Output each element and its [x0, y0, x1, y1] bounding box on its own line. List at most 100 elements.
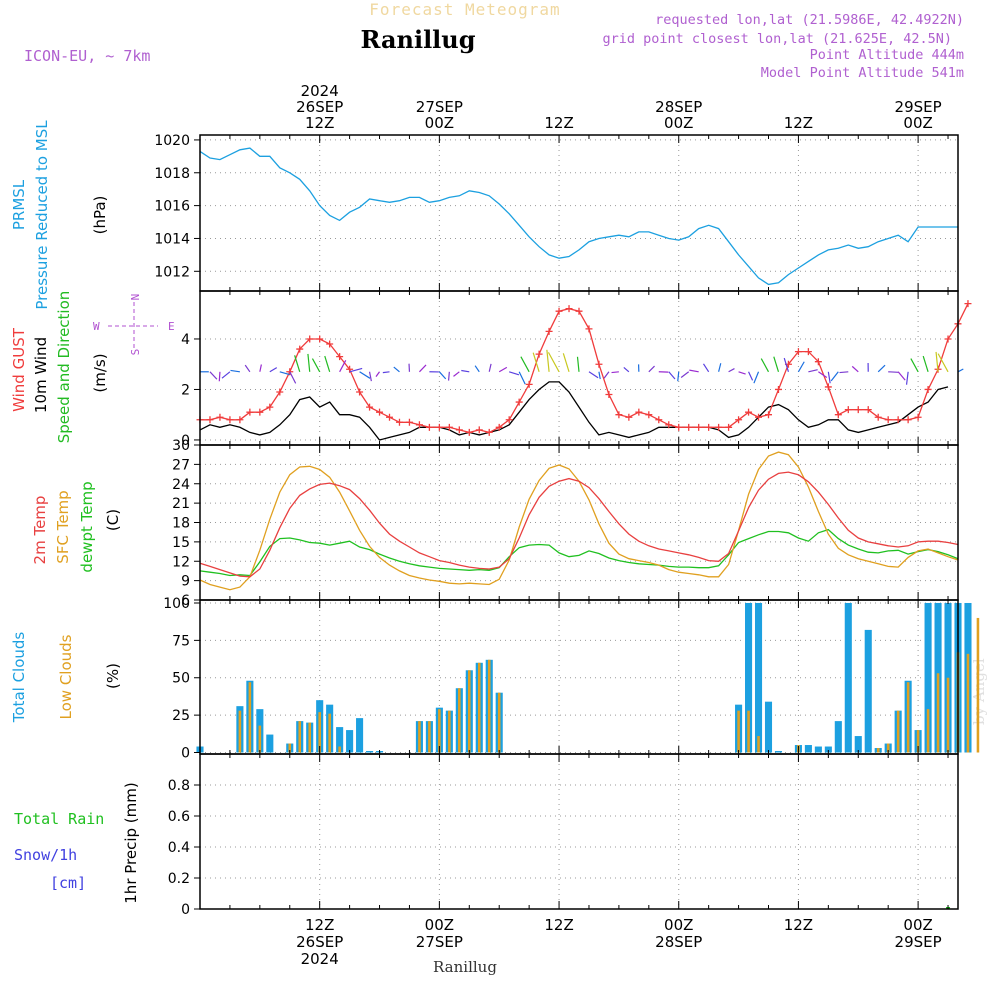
low-cloud-bar	[338, 746, 341, 753]
gust-marker	[774, 385, 782, 393]
total-cloud-bar	[266, 734, 274, 753]
wind-direction-arrow	[830, 371, 839, 382]
low-cloud-bar	[976, 617, 980, 753]
requested-coords: requested lon,lat (21.5986E, 42.4922N)	[655, 12, 964, 28]
y-tick-label: 27	[172, 457, 190, 473]
compass-rose: N S W E	[93, 294, 175, 356]
wind-direction-arrow	[474, 365, 480, 373]
wind-direction-arrow	[680, 371, 690, 378]
sfc-temp-line	[199, 451, 959, 591]
total-cloud-bar	[346, 730, 354, 753]
bottom-time-label: 29SEP	[895, 933, 942, 951]
gust-marker	[904, 416, 912, 424]
wind-direction-arrow	[888, 371, 899, 373]
top-time-label: 27SEP	[416, 98, 463, 116]
wind-direction-arrow	[221, 371, 231, 379]
forecast-title: Forecast Meteogram	[369, 0, 560, 19]
gust-marker	[864, 406, 872, 414]
gust-marker	[794, 348, 802, 356]
gust-marker	[944, 335, 952, 343]
wind-direction-arrow	[935, 351, 939, 372]
low-cloud-bar	[497, 692, 501, 753]
gust-marker	[665, 421, 673, 429]
gust-marker	[236, 416, 244, 424]
wind-direction-arrow	[368, 371, 372, 382]
low-cloud-bar	[916, 730, 920, 753]
wind-direction-arrow	[382, 371, 390, 374]
wind-direction-arrow	[702, 363, 710, 373]
wind-direction-arrow	[603, 371, 610, 379]
y-tick-label: 1016	[154, 199, 190, 215]
gust-marker	[356, 388, 364, 396]
gust-marker	[914, 413, 922, 421]
wind-direction-arrow	[209, 371, 218, 380]
bottom-time-label: 2024	[301, 950, 339, 968]
gust-marker	[964, 300, 972, 308]
pressure-msl-label: Pressure Reduced to MSL	[33, 120, 51, 310]
top-time-label: 12Z	[544, 114, 573, 132]
pct-unit: (%)	[104, 663, 122, 689]
y-tick-label: 0	[181, 902, 190, 918]
gust-marker	[475, 426, 483, 434]
location-title: Ranillug	[360, 25, 475, 54]
wind-direction-arrow	[808, 369, 818, 373]
compass-w: W	[93, 320, 100, 333]
gust-marker	[296, 345, 304, 353]
gust-marker	[844, 406, 852, 414]
low-cloud-bar	[946, 677, 950, 753]
low-cloud-bar	[238, 710, 242, 753]
total-cloud-bar	[814, 746, 822, 753]
low-cloud-bar	[906, 682, 910, 753]
gust-marker	[645, 411, 653, 419]
gust-marker	[615, 411, 623, 419]
bottom-time-label: 00Z	[903, 916, 932, 934]
hpa-unit: (hPa)	[91, 196, 109, 235]
gust-marker	[655, 416, 663, 424]
y-tick-label: 1020	[154, 133, 190, 149]
wind-direction-arrow	[546, 349, 550, 372]
wind-direction-arrow	[562, 353, 570, 372]
model-altitude: Model Point Altitude 541m	[761, 65, 964, 81]
gust-marker	[595, 360, 603, 368]
wind-direction-arrow	[294, 355, 301, 372]
gust-marker	[625, 413, 633, 421]
wind-direction-arrow	[518, 371, 526, 385]
low-cloud-bar	[477, 662, 481, 753]
wind-direction-arrow	[910, 358, 919, 373]
top-time-label: 00Z	[664, 114, 693, 132]
gust-marker	[745, 408, 753, 416]
low-cloud-bar	[288, 743, 292, 753]
gust-marker	[415, 421, 423, 429]
low-cloud-bar	[936, 673, 940, 753]
gust-marker	[495, 423, 503, 431]
total-cloud-bar	[356, 718, 364, 753]
wind-direction-arrow	[957, 368, 964, 373]
wind-direction-arrow	[307, 353, 311, 372]
gust-marker	[824, 383, 832, 391]
y-tick-label: 1012	[154, 264, 190, 280]
wind-direction-arrow	[905, 371, 909, 385]
wind-direction-arrow	[393, 366, 400, 373]
gust-marker	[316, 335, 324, 343]
y-tick-label: 0	[181, 746, 190, 762]
wind10m-label: 10m Wind	[32, 337, 50, 413]
wind-direction-arrow	[588, 371, 599, 379]
sfc-temp-label: SFC Temp	[54, 490, 72, 563]
gust-marker	[705, 423, 713, 431]
y-tick-label: 0.8	[168, 778, 190, 794]
y-tick-label: 24	[172, 477, 190, 493]
gust-marker	[765, 411, 772, 419]
y-tick-label: 1018	[154, 166, 190, 182]
y-tick-label: 0	[181, 433, 190, 449]
dewpt-label: dewpt Temp	[78, 481, 96, 572]
low-cloud-bar	[876, 748, 880, 753]
low-cloud-bar	[418, 721, 421, 753]
gust-marker	[386, 413, 393, 421]
pressure-line	[199, 147, 958, 286]
wind-direction-arrow	[677, 371, 680, 382]
gust-marker	[256, 408, 264, 416]
gust-marker	[804, 348, 812, 356]
footer-location: Ranillug	[433, 958, 497, 976]
y-tick-label: 50	[172, 671, 190, 687]
wind-direction-arrow	[718, 363, 722, 372]
